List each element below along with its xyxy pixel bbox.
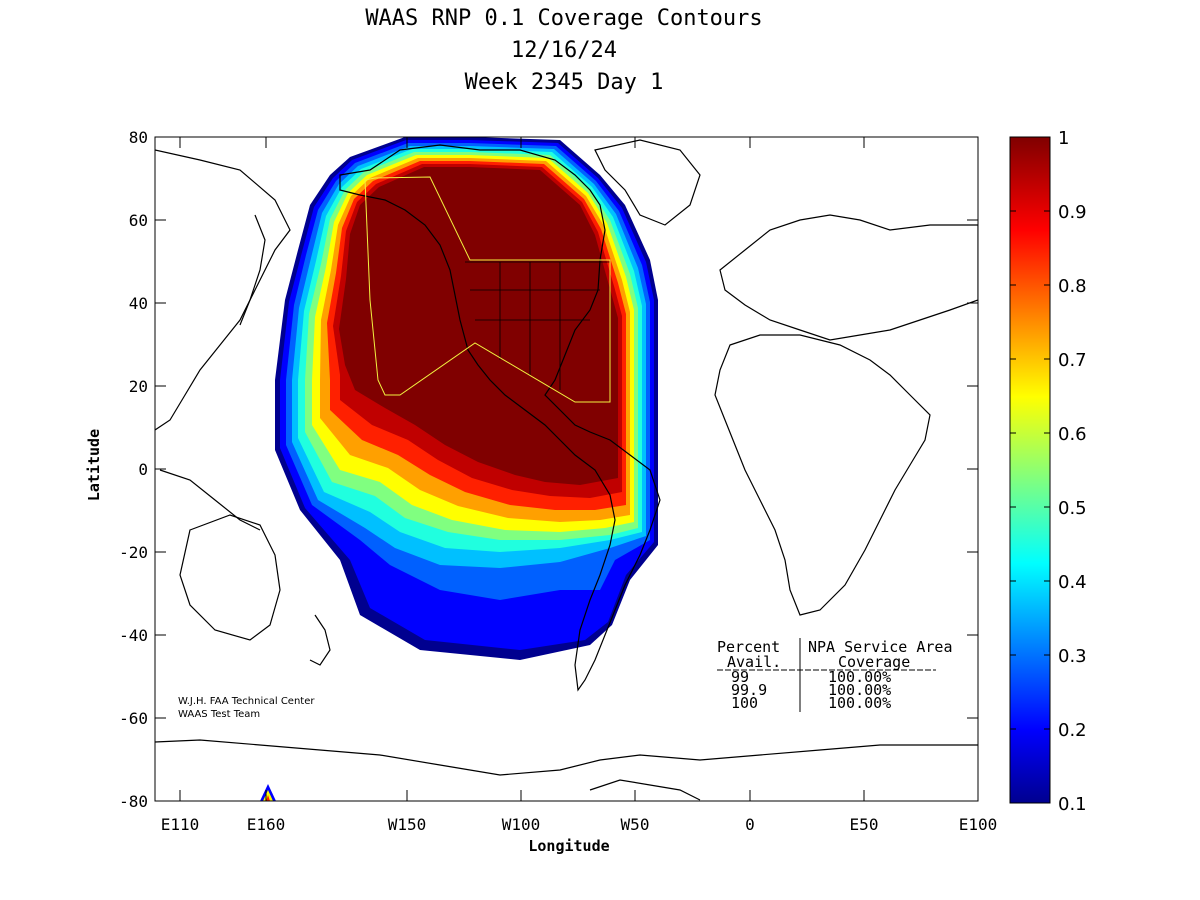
chart-title-line-2: 12/16/24 <box>511 38 617 63</box>
x-axis-title: Longitude <box>528 837 609 855</box>
chart-title-line-3: Week 2345 Day 1 <box>464 70 664 95</box>
y-tick-label: -20 <box>119 543 148 562</box>
colorbar-tick-label: 0.2 <box>1058 720 1087 741</box>
y-tick-label: 20 <box>129 377 148 396</box>
service-area-outline <box>364 176 611 403</box>
y-tick-label: 40 <box>129 294 148 313</box>
y-ticks <box>155 136 978 719</box>
chart-title-line-1: WAAS RNP 0.1 Coverage Contours <box>365 6 763 31</box>
x-tick-label: E100 <box>959 815 998 834</box>
y-tick-label: -60 <box>119 709 148 728</box>
colorbar-ticks <box>1010 210 1050 730</box>
coverage-contours <box>260 137 658 801</box>
table-header-avail: Avail. <box>727 653 781 671</box>
y-axis-title: Latitude <box>85 429 103 501</box>
y-tick-label: 60 <box>129 211 148 230</box>
colorbar-tick-label: 1 <box>1058 128 1069 149</box>
table-row-coverage: 100.00% <box>828 681 891 699</box>
table-header-coverage: Coverage <box>838 653 910 671</box>
y-tick-label: -40 <box>119 626 148 645</box>
table-row-avail: 99.9 <box>731 681 767 699</box>
colorbar-tick-label: 0.9 <box>1058 202 1087 223</box>
y-tick-label: 0 <box>138 460 148 479</box>
table-header-npa: NPA Service Area <box>808 638 953 656</box>
table-row-coverage: 100.00% <box>828 668 891 686</box>
colorbar <box>1009 136 1051 804</box>
y-tick-label: 80 <box>129 128 148 147</box>
x-tick-label: E110 <box>161 815 200 834</box>
x-tick-label: E50 <box>850 815 879 834</box>
coastlines <box>155 139 978 801</box>
table-header-percent: Percent <box>717 638 780 656</box>
x-tick-label: W100 <box>502 815 541 834</box>
colorbar-tick-label: 0.6 <box>1058 424 1087 445</box>
table-row-avail: 99 <box>731 668 749 686</box>
colorbar-tick-label: 0.1 <box>1058 794 1087 815</box>
x-tick-label: 0 <box>745 815 755 834</box>
colorbar-tick-label: 0.5 <box>1058 498 1087 519</box>
credit-line-2: WAAS Test Team <box>178 709 260 720</box>
x-tick-label: E160 <box>247 815 286 834</box>
coverage-table: Percent NPA Service Area Avail. Coverage… <box>717 638 953 712</box>
table-row-coverage: 100.00% <box>828 694 891 712</box>
colorbar-tick-label: 0.7 <box>1058 350 1087 371</box>
colorbar-tick-label: 0.3 <box>1058 646 1087 667</box>
y-tick-label: -80 <box>119 792 148 811</box>
colorbar-tick-label: 0.8 <box>1058 276 1087 297</box>
table-row-avail: 100 <box>731 694 758 712</box>
x-tick-label: W50 <box>621 815 650 834</box>
credit-line-1: W.J.H. FAA Technical Center <box>178 696 315 707</box>
contour-1.0 <box>339 167 618 485</box>
x-tick-label: W150 <box>388 815 427 834</box>
x-ticks <box>179 137 979 801</box>
colorbar-tick-label: 0.4 <box>1058 572 1087 593</box>
